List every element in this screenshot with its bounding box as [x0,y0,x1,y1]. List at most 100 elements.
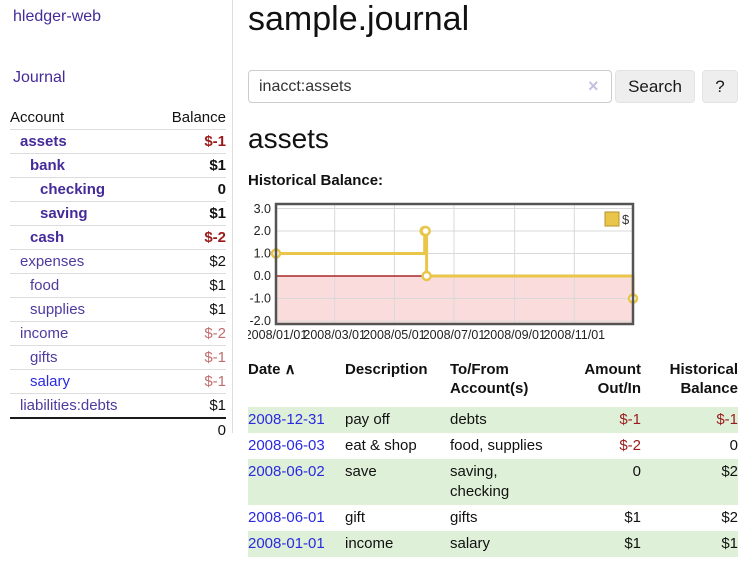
register-table: Date ∧ Description To/From Account(s) Amoun… [248,360,738,557]
register-column-header-2: To/From Account(s) [450,361,529,397]
register-column-header-4: Historical Balance [669,361,738,397]
search-form: × Search ? [248,70,738,103]
transaction-description: eat & shop [345,437,417,454]
legend-label: $ [622,212,630,227]
account-row: expenses $2 [10,249,226,273]
svg-text:2008/01/01: 2008/01/01 [248,328,307,342]
legend-swatch [604,211,620,227]
transaction-date-link[interactable]: 2008-06-01 [248,509,325,526]
transaction-amount: 0 [562,459,641,505]
accounts-table-header: Account Balance [10,105,226,129]
svg-text:-2.0: -2.0 [249,314,271,328]
transaction-accounts: debts [450,407,562,433]
transaction-description: income [345,531,450,557]
transaction-description: pay off [345,407,450,433]
account-row: checking 0 [10,177,226,201]
accounts-total-row: 0 [10,417,226,441]
account-link-supplies[interactable]: supplies [30,301,86,318]
account-link-expenses[interactable]: expenses [20,253,85,270]
balance-column-header: Balance [171,108,226,126]
account-heading: assets [248,123,329,154]
transaction-amount: $1 [562,531,641,557]
account-row: gifts $-1 [10,345,226,369]
historical-balance-chart: 3.0 2.0 1.0 0.0 -1.0 -2.02008/01/012008/03/01… [248,202,639,342]
account-link-gifts[interactable]: gifts [30,349,58,366]
account-link-food[interactable]: food [30,277,60,294]
accounts-total-balance: 0 [217,421,226,439]
transaction-balance: 0 [729,437,738,454]
account-row: food $1 [10,273,226,297]
account-row: cash $-2 [10,225,226,249]
chart-title: Historical Balance: [248,172,384,189]
account-balance: $1 [209,157,226,174]
account-balance: $-2 [204,325,226,342]
account-link-bank[interactable]: bank [30,157,66,174]
transaction-description: gift [345,509,366,526]
account-link-saving[interactable]: saving [40,205,88,222]
svg-text:2008/07/01: 2008/07/01 [423,328,486,342]
transaction-amount: $1 [624,509,641,526]
account-link-assets[interactable]: assets [20,133,67,150]
register-row: 2008-06-02 save saving, checking 0 $2 [248,459,738,505]
transaction-date-link[interactable]: 2008-06-02 [248,463,325,480]
account-link-checking[interactable]: checking [40,181,106,198]
svg-text:2008/11/01: 2008/11/01 [543,328,605,342]
account-balance: $1 [209,277,226,294]
account-balance: $-1 [204,133,226,150]
svg-text:3.0: 3.0 [254,202,271,216]
svg-text:-1.0: -1.0 [249,292,271,306]
account-balance: $-2 [204,229,226,246]
transaction-balance: $-1 [641,407,738,433]
transaction-accounts: gifts [450,509,478,526]
account-row: saving $1 [10,201,226,225]
register-row: 2008-01-01 income salary $1 $1 [248,531,738,557]
account-balance: $1 [209,205,226,222]
svg-text:0.0: 0.0 [254,269,271,283]
account-row: income $-2 [10,321,226,345]
register-column-header-1: Description [345,361,428,378]
sidebar-item-journal[interactable]: Journal [13,69,66,86]
page-title: sample.journal [248,0,470,38]
accounts-balance-table: Account Balance assets $-1 bank $1 checking 0… [10,105,226,441]
account-rows: assets $-1 bank $1 checking 0 saving $1 cash $-2 e… [10,129,226,417]
account-balance: $1 [209,301,226,318]
transaction-date-link[interactable]: 2008-06-03 [248,437,325,454]
account-balance: 0 [217,181,226,198]
account-balance: $1 [209,397,226,414]
register-column-header-0[interactable]: Date ∧ [248,361,296,378]
account-link-liabilities-debts[interactable]: liabilities:debts [20,397,118,414]
transaction-accounts: salary [450,531,562,557]
transaction-description: save [345,459,450,505]
sort-ascending-icon: ∧ [280,361,296,378]
search-button[interactable]: Search [615,70,695,103]
search-input[interactable] [248,70,612,103]
transaction-balance: $1 [641,531,738,557]
transaction-amount: $-1 [562,407,641,433]
transaction-date-link[interactable]: 2008-12-31 [248,411,325,428]
account-row: supplies $1 [10,297,226,321]
transaction-date-link[interactable]: 2008-01-01 [248,535,325,552]
transaction-accounts: food, supplies [450,437,543,454]
help-button[interactable]: ? [702,70,738,103]
brand-link[interactable]: hledger-web [13,8,102,25]
account-row: bank $1 [10,153,226,177]
account-balance: $-1 [204,349,226,366]
svg-text:1.0: 1.0 [254,247,271,261]
svg-text:2008/03/01: 2008/03/01 [303,328,366,342]
account-link-cash[interactable]: cash [30,229,65,246]
account-link-salary[interactable]: salary [30,373,71,390]
account-balance: $-1 [204,373,226,390]
clear-search-icon[interactable]: × [588,76,599,96]
svg-text:2008/09/01: 2008/09/01 [483,328,546,342]
register-row: 2008-12-31 pay off debts $-1 $-1 [248,407,738,433]
account-row: liabilities:debts $1 [10,393,226,417]
sidebar: hledger-web Journal Account Balance asse… [0,0,233,439]
register-row: 2008-06-01 gift gifts $1 $2 [248,505,738,531]
account-link-income[interactable]: income [20,325,69,342]
svg-text:2008/05/01: 2008/05/01 [363,328,426,342]
register-row: 2008-06-03 eat & shop food, supplies $-2 0 [248,433,738,459]
account-balance: $2 [209,253,226,270]
register-column-header-3: Amount Out/In [584,361,641,397]
account-row: salary $-1 [10,369,226,393]
